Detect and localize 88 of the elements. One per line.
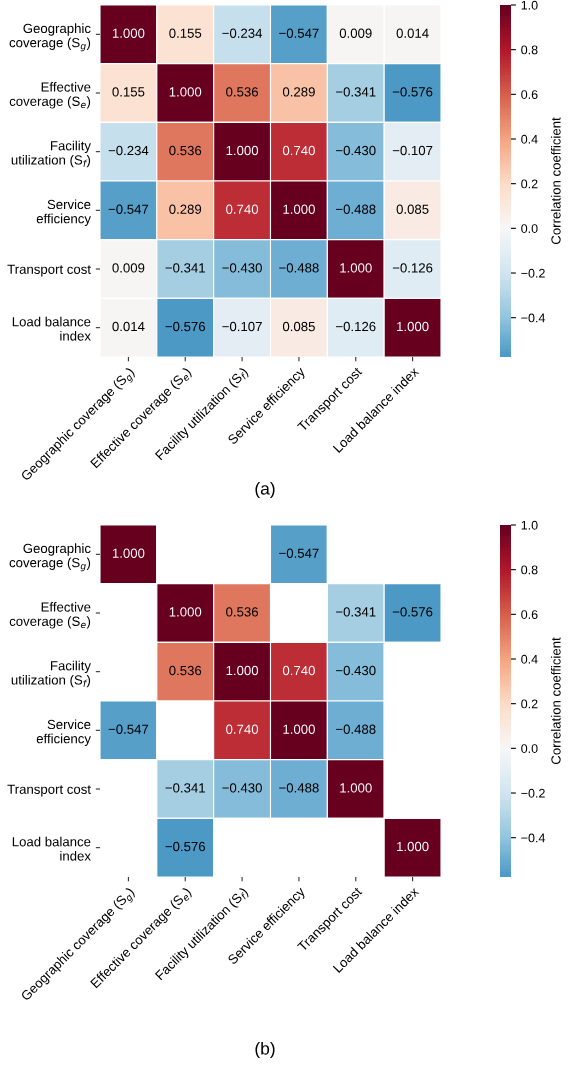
color-bar-label: 0.4 [521, 654, 538, 664]
data-label: 1.000 [340, 263, 372, 273]
y-tick-label: Load balance index [12, 836, 91, 861]
data-label: 0.014 [112, 321, 145, 332]
data-label: 0.740 [226, 724, 259, 734]
data-label: −0.547 [108, 724, 149, 734]
data-label: −0.341 [165, 783, 205, 793]
data-label: 0.009 [339, 28, 372, 38]
data-label: 1.000 [112, 548, 145, 558]
y-tick-label: Transport cost [7, 784, 91, 797]
y-tick-label: Effective coverage (S$_{e}$) [9, 82, 91, 109]
data-label: −0.126 [392, 263, 433, 273]
data-label: −0.430 [336, 145, 376, 156]
data-label: −0.107 [392, 145, 433, 156]
data-label: 0.740 [282, 665, 315, 676]
color-bar-label: −0.4 [521, 313, 546, 323]
data-label: −0.488 [336, 204, 376, 214]
data-label: −0.488 [279, 783, 319, 793]
color-bar-label: 0.2 [521, 179, 538, 189]
color-bar-label: 0.0 [521, 224, 538, 233]
data-label: −0.576 [392, 607, 433, 617]
data-label: 1.000 [169, 87, 202, 97]
data-label: 0.289 [282, 87, 315, 97]
data-label: 0.155 [112, 87, 145, 97]
data-label: 0.009 [112, 263, 145, 273]
data-label: 1.000 [397, 841, 429, 852]
data-label: −0.430 [222, 783, 262, 793]
data-label: 0.536 [226, 87, 259, 97]
data-label: 0.289 [169, 204, 202, 214]
data-label: 1.000 [283, 204, 315, 214]
color-bar-label: 0.0 [521, 744, 538, 753]
color-bar-label: 0.8 [521, 565, 538, 575]
data-label: −0.430 [336, 665, 376, 676]
data-label: −0.234 [222, 28, 263, 38]
y-tick-label: Geographic coverage (S$_{g}$) [9, 23, 91, 52]
data-label: 0.085 [396, 204, 429, 214]
color-bar-label: 0.4 [521, 134, 538, 144]
data-label: −0.576 [165, 321, 206, 332]
data-label: 1.000 [226, 665, 259, 676]
text: (b) [255, 1041, 275, 1059]
data-label: 0.536 [169, 145, 202, 156]
data-label: −0.126 [336, 321, 376, 332]
data-label: 0.536 [169, 665, 202, 676]
data-label: −0.547 [108, 204, 149, 214]
data-label: −0.488 [279, 263, 319, 273]
y-tick-label: Transport cost [7, 264, 91, 277]
color-bar-label: −0.2 [521, 268, 545, 278]
data-label: −0.430 [222, 263, 262, 273]
data-label: −0.107 [222, 321, 262, 332]
color-bar-label: 1.0 [521, 520, 538, 530]
color-bar-label: 0.6 [521, 90, 538, 99]
color-bar-label: −0.4 [521, 833, 546, 843]
data-label: 1.000 [226, 145, 259, 156]
y-tick-label: Geographic coverage (S$_{g}$) [9, 543, 91, 572]
color-bar-label: 0.2 [521, 699, 538, 709]
data-label: 0.536 [226, 607, 259, 617]
data-label: −0.234 [108, 145, 149, 156]
data-label: 1.000 [169, 607, 202, 617]
data-label: 1.000 [340, 783, 372, 793]
color-bar-title: Correlation coefficient [550, 117, 561, 245]
data-label: 0.085 [282, 321, 315, 332]
data-label: −0.547 [279, 28, 319, 38]
data-label: 0.740 [226, 204, 259, 214]
y-tick-label: Service efficiency [36, 719, 91, 746]
y-tick-label: Effective coverage (S$_{e}$) [9, 602, 91, 629]
data-label: 1.000 [112, 28, 145, 38]
color-bar-label: 0.6 [521, 610, 538, 619]
y-tick-label: Facility utilization (S$_{f}$) [11, 140, 91, 168]
text: (a) [255, 481, 275, 499]
data-label: −0.576 [392, 87, 433, 97]
data-label: −0.488 [336, 724, 376, 734]
y-tick-label: Load balance index [12, 316, 91, 341]
data-label: 0.014 [396, 28, 429, 38]
data-label: −0.341 [336, 87, 376, 97]
color-bar-title: Correlation coefficient [550, 637, 561, 765]
data-label: −0.341 [165, 263, 205, 273]
color-bar-label: 0.8 [521, 45, 538, 55]
data-label: 0.740 [282, 145, 315, 156]
data-label: 0.155 [169, 28, 202, 38]
y-tick-label: Facility utilization (S$_{f}$) [11, 660, 91, 688]
data-label: 1.000 [397, 321, 429, 332]
data-label: 1.000 [283, 724, 315, 734]
data-label: −0.547 [279, 548, 319, 558]
data-label: −0.576 [165, 841, 206, 852]
data-label: −0.341 [336, 607, 376, 617]
color-bar-label: −0.2 [521, 788, 545, 798]
y-tick-label: Service efficiency [36, 199, 91, 226]
color-bar-label: 1.0 [521, 0, 538, 10]
